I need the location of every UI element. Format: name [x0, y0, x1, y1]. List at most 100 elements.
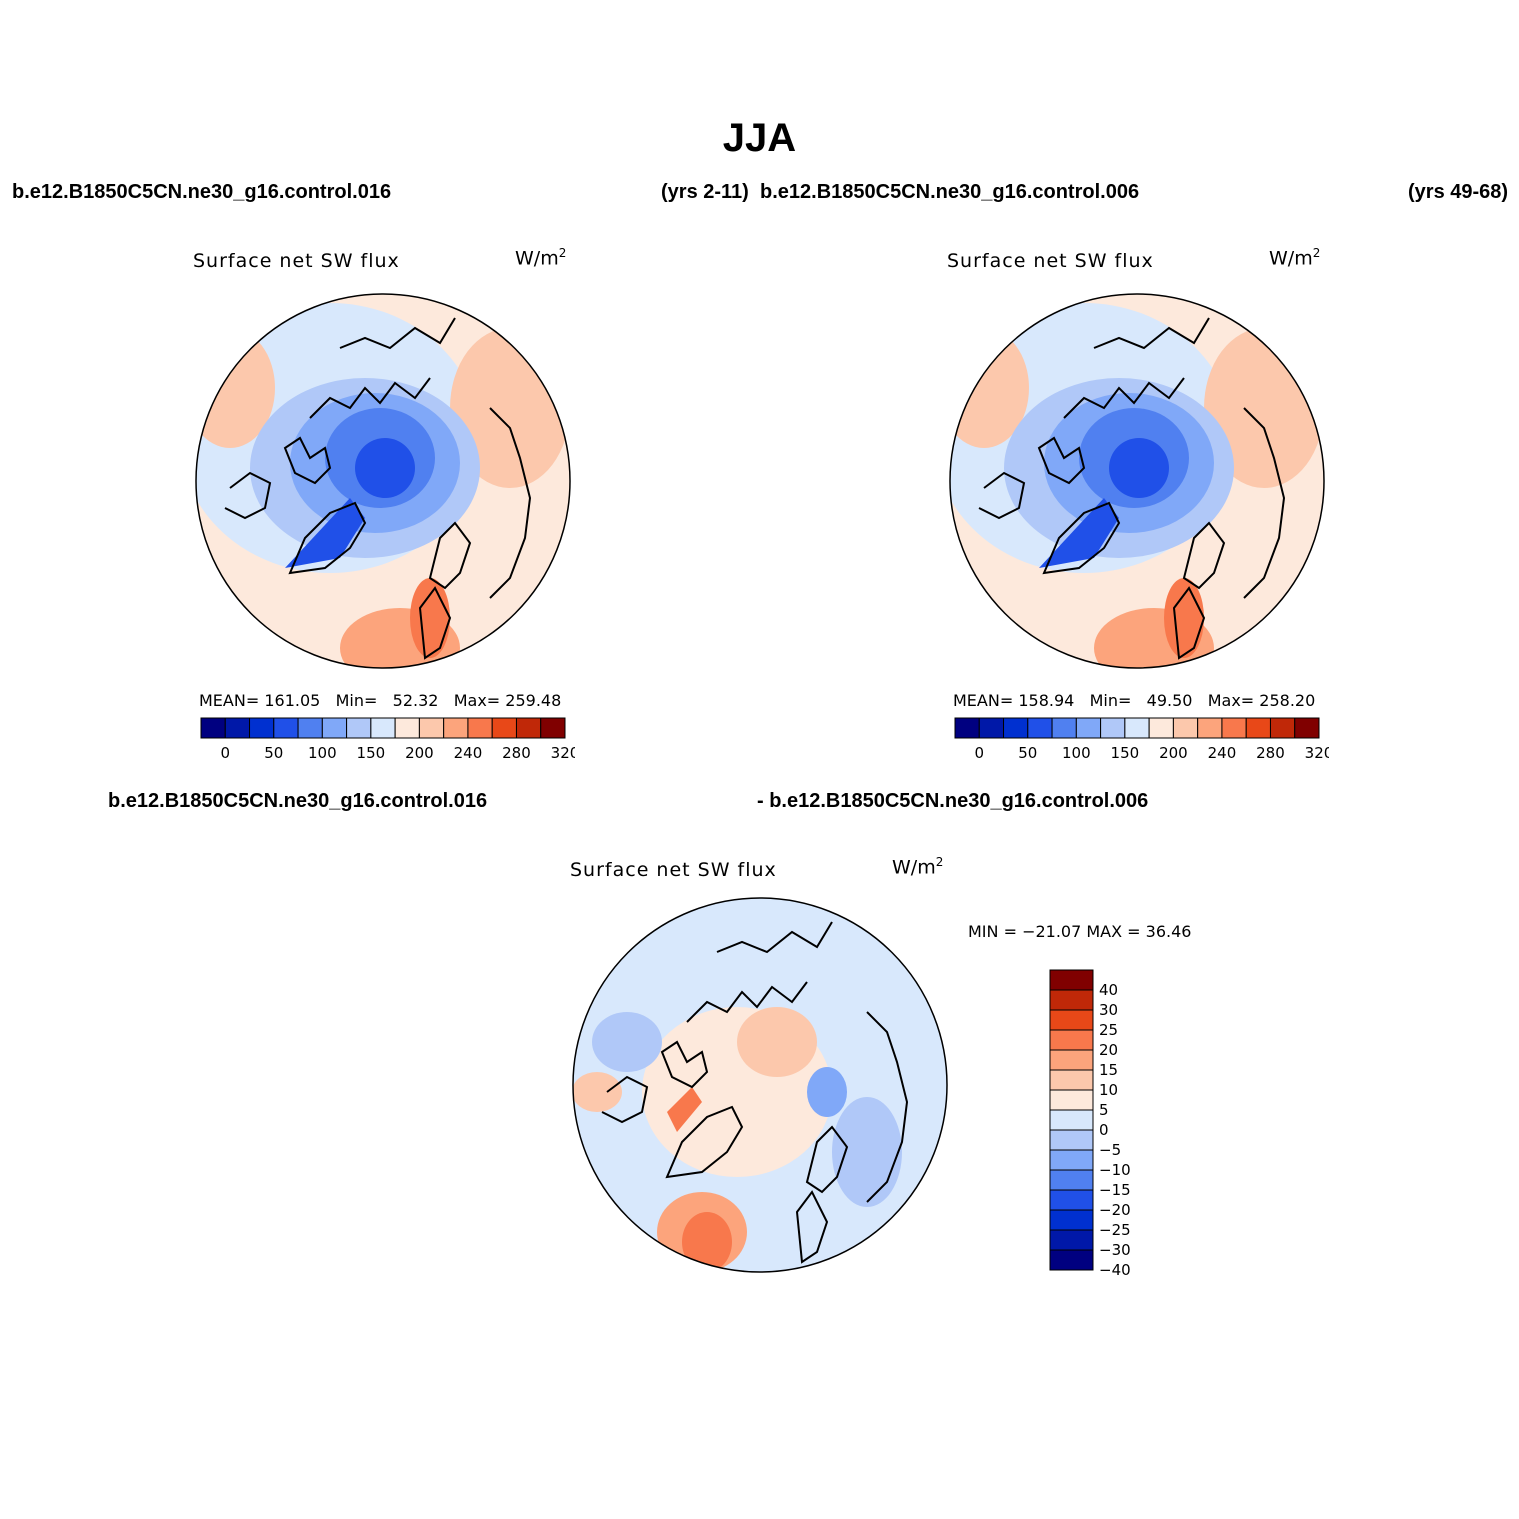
panel1-colorbar-swatch	[418, 717, 445, 739]
panel2-map-coastline	[1182, 521, 1226, 590]
diff-map-coastline	[601, 1075, 649, 1124]
diff-colorbar-swatch	[1049, 1069, 1094, 1091]
panel1-map-coastline	[428, 521, 472, 590]
diff-colorbar-tick-label: 25	[1099, 1021, 1118, 1039]
diff-map-border	[572, 897, 948, 1273]
panel2-colorbar-swatch	[1172, 717, 1199, 739]
panel1-map-coastline	[283, 436, 332, 485]
panel1-colorbar-swatch	[200, 717, 226, 739]
diff-map-shade	[832, 1097, 902, 1207]
panel2-map-shade	[1109, 438, 1169, 498]
diff-colorbar-swatch	[1049, 1029, 1094, 1051]
panel2-map-coastline	[978, 471, 1026, 520]
diff-map-shade	[807, 1067, 847, 1117]
right-years-label: (yrs 49-68)	[1408, 181, 1509, 203]
panel2-colorbar-swatch	[1245, 717, 1271, 739]
diff-colorbar-swatch	[1049, 1209, 1094, 1231]
panel2-colorbar-swatch	[1294, 717, 1320, 739]
panel2-colorbar-tick-label: 200	[1159, 744, 1188, 762]
panel1-map-coastline	[224, 471, 272, 520]
main-title: JJA	[722, 116, 797, 160]
diff-colorbar: 40 30 25 20 15 10 5 0 −5 −10 −15 −20 −25 −30 −40	[1049, 969, 1131, 1278]
panel1-colorbar-swatch	[346, 717, 372, 739]
panel1-colorbar-tick-label: 320	[551, 744, 575, 762]
right-case-label: b.e12.B1850C5CN.ne30_g16.control.006	[760, 181, 1140, 203]
panel2-colorbar-swatch	[1197, 717, 1223, 739]
panel2-colorbar-tick-label: 320	[1305, 744, 1329, 762]
panel2-colorbar-tick-label: 240	[1208, 744, 1237, 762]
panel1-colorbar-swatch	[297, 717, 323, 739]
panel1-colorbar-swatch	[394, 717, 420, 739]
panel1-colorbar-tick-label: 240	[454, 744, 483, 762]
diff-map-coastline	[665, 1105, 744, 1179]
panel2-map	[949, 293, 1325, 669]
diff-map-coastline	[686, 981, 808, 1023]
diff-colorbar-tick-label: 40	[1099, 981, 1118, 999]
diff-colorbar-swatch	[1049, 969, 1094, 991]
diff-colorbar-tick-label: 15	[1099, 1061, 1118, 1079]
panel2-colorbar-swatch	[1269, 717, 1296, 739]
left-case-label: b.e12.B1850C5CN.ne30_g16.control.016	[12, 181, 392, 203]
panel1-colorbar-swatch	[370, 717, 396, 739]
panel1-map-greenland	[285, 498, 365, 568]
diff-map-shade	[592, 1012, 662, 1072]
diff-colorbar-swatch	[1049, 1089, 1094, 1111]
panel1-colorbar-swatch	[443, 717, 469, 739]
panel1-title: Surface net SW flux	[193, 250, 400, 272]
panel2-map-coastline	[1093, 317, 1210, 350]
panel2-map-coastline	[1063, 377, 1185, 419]
panel1-map-shade	[410, 578, 450, 658]
panel2-map-coastline	[1042, 501, 1121, 575]
diff-colorbar-swatch	[1049, 1109, 1094, 1131]
panel2-colorbar-tick-label: 100	[1062, 744, 1091, 762]
diff-right-label: - b.e12.B1850C5CN.ne30_g16.control.006	[757, 790, 1149, 812]
diff-colorbar-swatch	[1049, 1149, 1094, 1171]
diff-colorbar-swatch	[1049, 989, 1094, 1011]
diff-map-shade	[737, 1007, 817, 1077]
panel2-map-coastline	[1172, 586, 1206, 660]
diff-title: Surface net SW flux	[570, 859, 777, 881]
panel1-map-coastline	[339, 317, 456, 350]
panel1-colorbar-swatch	[273, 717, 299, 739]
panel1-colorbar-tick-label: 280	[502, 744, 531, 762]
diff-colorbar-tick-label: 5	[1099, 1101, 1109, 1119]
panel2-colorbar-swatch	[1221, 717, 1247, 739]
panel1-colorbar-tick-label: 100	[308, 744, 337, 762]
diff-map-coastline	[795, 1190, 829, 1264]
diff-colorbar-swatch	[1049, 1049, 1094, 1071]
diff-left-label: b.e12.B1850C5CN.ne30_g16.control.016	[108, 790, 488, 812]
diff-colorbar-tick-label: 20	[1099, 1041, 1118, 1059]
panel2-colorbar-swatch	[954, 717, 980, 739]
panel1-colorbar-tick-label: 50	[264, 744, 283, 762]
panel2-colorbar-tick-label: 50	[1018, 744, 1037, 762]
panel1-map-coastline	[489, 407, 532, 599]
diff-colorbar-tick-label: 30	[1099, 1001, 1118, 1019]
diff-map-shade	[667, 1087, 702, 1132]
panel2-colorbar-swatch	[1148, 717, 1174, 739]
diff-map-coastline	[716, 921, 833, 954]
panel2-colorbar-swatch	[1051, 717, 1077, 739]
diff-minmax: MIN = −21.07 MAX = 36.46	[968, 922, 1192, 941]
diff-colorbar-tick-label: −25	[1099, 1221, 1131, 1239]
panel1-map-shade	[355, 438, 415, 498]
panel1-colorbar-swatch	[467, 717, 493, 739]
panel1-stats: MEAN= 161.05 Min= 52.32 Max= 259.48	[199, 691, 562, 710]
panel1-map	[195, 293, 571, 669]
panel1-units: W/m2	[515, 246, 567, 270]
diff-colorbar-tick-label: −15	[1099, 1181, 1131, 1199]
panel1-colorbar-swatch	[321, 717, 348, 739]
diff-colorbar-tick-label: −10	[1099, 1161, 1131, 1179]
diff-colorbar-swatch	[1049, 1189, 1094, 1211]
panel1-map-coastline	[418, 586, 452, 660]
panel2-colorbar-swatch	[1124, 717, 1150, 739]
diff-units: W/m2	[892, 855, 944, 879]
panel2-colorbar: 0 50 100 150 200 240 280 320	[954, 717, 1329, 762]
diff-colorbar-tick-label: −30	[1099, 1241, 1131, 1259]
diff-colorbar-tick-label: −20	[1099, 1201, 1131, 1219]
panel2-colorbar-tick-label: 280	[1256, 744, 1285, 762]
panel1-colorbar-swatch	[540, 717, 566, 739]
diff-colorbar-swatch	[1049, 1229, 1094, 1251]
panel2-units: W/m2	[1269, 246, 1321, 270]
panel2-colorbar-swatch	[1100, 717, 1126, 739]
panel2-map-greenland	[1039, 498, 1119, 568]
